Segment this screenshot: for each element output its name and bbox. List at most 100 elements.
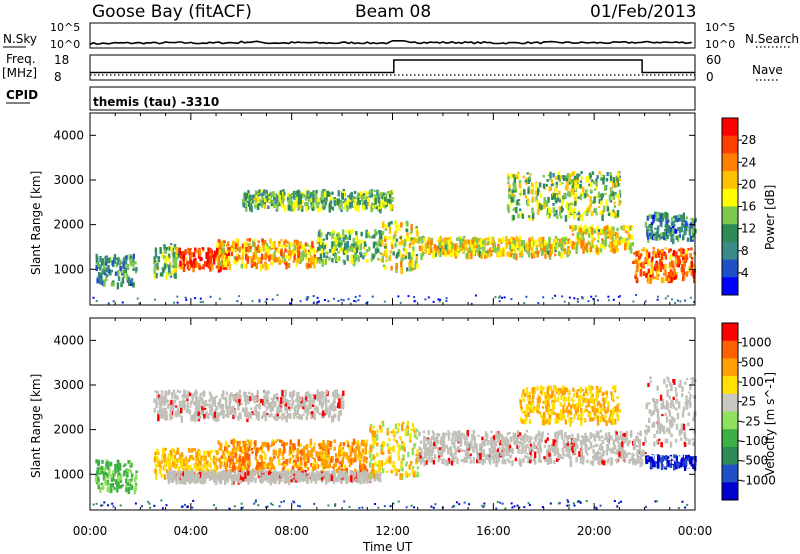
data-cell [565, 184, 568, 191]
data-cell [641, 248, 644, 252]
data-cell [280, 249, 283, 257]
data-cell [287, 204, 290, 211]
data-cell [273, 240, 276, 248]
data-cell [645, 255, 648, 262]
data-cell [202, 300, 205, 303]
data-cell [290, 478, 293, 483]
data-cell [301, 469, 305, 472]
data-cell [296, 258, 299, 264]
data-cell [549, 208, 552, 216]
data-cell [514, 187, 518, 193]
data-cell [348, 233, 351, 241]
data-cell [307, 296, 310, 299]
data-cell [342, 477, 346, 481]
data-cell [639, 253, 642, 258]
data-cell [497, 431, 500, 437]
data-cell [271, 457, 274, 462]
data-cell [270, 247, 273, 250]
data-cell [576, 298, 579, 300]
data-cell [322, 201, 325, 207]
data-cell [318, 445, 321, 450]
data-cell [344, 242, 347, 250]
data-cell [258, 300, 261, 303]
data-cell [558, 211, 562, 216]
data-cell [117, 276, 121, 282]
data-cell [447, 438, 451, 441]
data-cell [517, 173, 520, 179]
data-cell [510, 196, 513, 203]
data-cell [612, 209, 615, 213]
data-cell [549, 171, 552, 179]
data-cell [166, 461, 169, 465]
data-cell [301, 448, 304, 451]
data-cell [660, 276, 664, 284]
data-cell [126, 482, 129, 486]
data-cell [173, 244, 177, 247]
data-cell [492, 435, 496, 441]
data-cell [251, 475, 254, 481]
data-cell [578, 224, 582, 230]
data-cell [254, 477, 257, 481]
data-cell [607, 458, 610, 461]
data-cell [413, 300, 416, 303]
data-cell [309, 441, 313, 445]
data-cell [156, 262, 159, 270]
data-cell [469, 453, 472, 457]
data-cell [562, 452, 565, 457]
data-cell [309, 248, 313, 253]
data-cell [262, 461, 265, 467]
data-cell [442, 252, 445, 256]
data-cell [268, 254, 271, 262]
data-cell [248, 243, 252, 246]
data-cell [555, 198, 558, 204]
data-cell [514, 250, 517, 255]
data-cell [350, 475, 353, 483]
data-cell [271, 261, 274, 265]
data-cell [331, 258, 334, 263]
data-cell [572, 179, 575, 186]
data-cell [318, 229, 321, 232]
data-cell [247, 477, 250, 485]
data-cell [398, 250, 401, 258]
data-cell [534, 182, 538, 190]
data-cell [121, 277, 125, 284]
data-cell [294, 242, 298, 249]
freq-series-line [90, 59, 695, 74]
data-cell [190, 478, 194, 482]
data-cell [383, 462, 386, 466]
data-cell [113, 254, 117, 259]
data-cell [613, 201, 616, 204]
data-cell [606, 460, 610, 464]
data-cell [620, 225, 623, 230]
data-cell [180, 458, 184, 465]
data-cell [238, 455, 242, 462]
data-cell [232, 260, 235, 263]
data-cell [618, 236, 621, 241]
data-cell [191, 470, 195, 476]
data-cell [345, 237, 349, 241]
data-cell [280, 440, 284, 445]
data-cell [362, 476, 366, 482]
data-cell [598, 198, 601, 204]
data-cell [656, 228, 659, 233]
colorbar-tick-label: 12 [741, 222, 756, 236]
data-cell [351, 257, 354, 264]
data-cell [273, 455, 276, 459]
data-cell [326, 478, 330, 483]
data-cell [472, 237, 475, 241]
data-cell [95, 476, 99, 483]
data-cell [295, 197, 298, 202]
data-cell [492, 456, 496, 464]
data-cell [105, 257, 108, 263]
data-cell [529, 239, 532, 243]
data-cell [283, 442, 286, 450]
data-cell [634, 269, 638, 275]
data-cell [215, 265, 219, 269]
data-cell [344, 250, 347, 253]
data-cell [128, 281, 131, 287]
data-cell [612, 194, 615, 200]
data-cell [197, 477, 200, 482]
data-cell [120, 271, 123, 274]
data-cell [271, 441, 274, 447]
data-cell [319, 245, 322, 250]
